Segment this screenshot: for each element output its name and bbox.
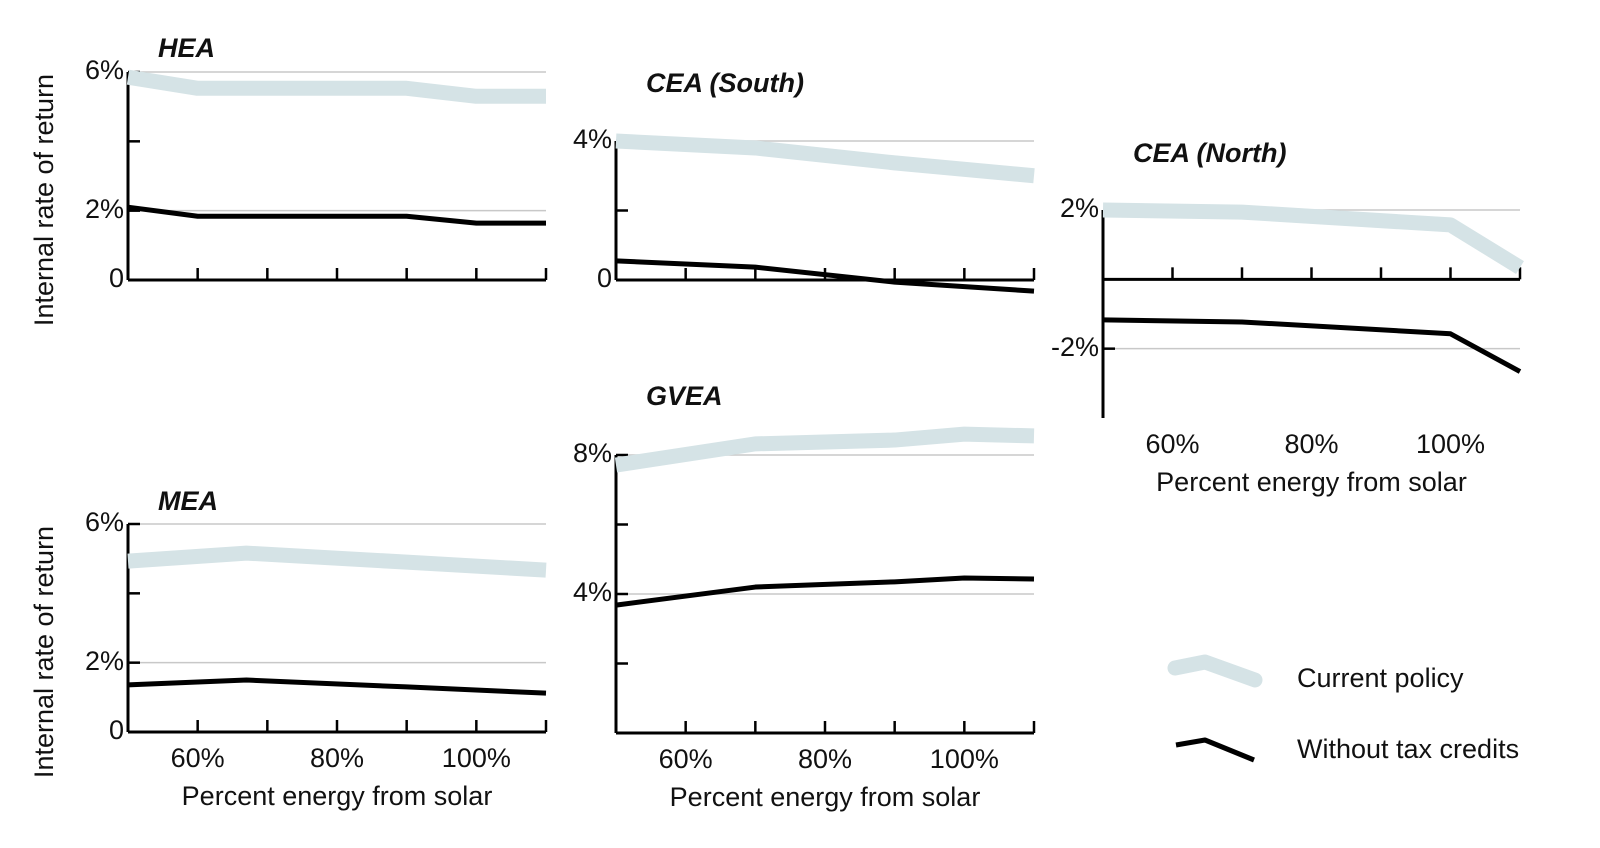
legend-swatch [1175, 737, 1255, 763]
y-tick-label: 2% [85, 646, 124, 676]
y-tick-label: -2% [1051, 332, 1099, 362]
x-tick-label: 80% [310, 743, 364, 773]
x-axis-label: Percent energy from solar [1156, 467, 1467, 497]
legend-label: Current policy [1297, 663, 1464, 693]
series-line [127, 545, 547, 578]
y-axis-label: Internal rate of return [29, 74, 59, 326]
series-line [615, 133, 1035, 184]
y-tick-label: 4% [573, 577, 612, 607]
x-tick-label: 60% [1145, 429, 1199, 459]
y-tick-label: 0 [109, 263, 124, 293]
x-tick-label: 80% [1284, 429, 1338, 459]
y-axis-label: Internal rate of return [29, 526, 59, 778]
series-line [127, 204, 546, 226]
y-tick-label: 0 [597, 263, 612, 293]
x-axis-label: Percent energy from solar [670, 782, 981, 812]
series-line [1102, 202, 1524, 274]
x-axis-label: Percent energy from solar [182, 781, 493, 811]
series-line [126, 69, 546, 104]
panel-title: GVEA [646, 381, 723, 411]
series-line [615, 258, 1035, 294]
series-line [1102, 317, 1522, 374]
x-tick-label: 60% [171, 743, 225, 773]
y-tick-label: 8% [573, 438, 612, 468]
series-line [614, 426, 1035, 473]
series-line [127, 677, 547, 696]
y-tick-label: 6% [85, 55, 124, 85]
x-tick-label: 100% [1416, 429, 1485, 459]
x-tick-label: 80% [798, 744, 852, 774]
x-tick-label: 100% [442, 743, 511, 773]
x-tick-label: 100% [930, 744, 999, 774]
legend-label: Without tax credits [1297, 734, 1519, 764]
legend-swatch [1167, 654, 1263, 688]
panel-title: MEA [158, 486, 218, 516]
panel-title: CEA (North) [1133, 138, 1286, 168]
y-tick-label: 2% [1060, 193, 1099, 223]
panel-title: CEA (South) [646, 68, 804, 98]
y-tick-label: 0 [109, 715, 124, 745]
panel-title: HEA [158, 33, 215, 63]
y-tick-label: 4% [573, 124, 612, 154]
series-line [615, 575, 1035, 608]
x-tick-label: 60% [659, 744, 713, 774]
y-tick-label: 6% [85, 507, 124, 537]
y-tick-label: 2% [85, 194, 124, 224]
